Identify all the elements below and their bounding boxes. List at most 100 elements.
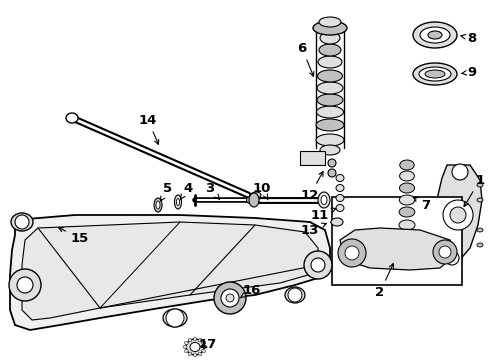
Ellipse shape [194, 353, 196, 357]
Ellipse shape [318, 70, 343, 82]
Ellipse shape [188, 338, 192, 342]
Ellipse shape [318, 56, 342, 68]
Ellipse shape [399, 195, 415, 205]
Ellipse shape [154, 198, 162, 212]
Text: 17: 17 [199, 338, 217, 351]
Text: 9: 9 [462, 66, 477, 78]
Ellipse shape [399, 207, 415, 217]
Text: 6: 6 [297, 41, 314, 76]
Circle shape [226, 294, 234, 302]
Circle shape [17, 277, 33, 293]
Circle shape [9, 269, 41, 301]
Ellipse shape [320, 145, 340, 155]
Text: 4: 4 [180, 181, 193, 200]
Circle shape [445, 251, 459, 265]
Text: 11: 11 [311, 208, 336, 221]
Ellipse shape [183, 346, 187, 348]
Ellipse shape [246, 197, 253, 203]
Ellipse shape [477, 228, 483, 232]
Text: 2: 2 [375, 264, 393, 298]
Circle shape [338, 239, 366, 267]
Ellipse shape [317, 82, 343, 94]
Circle shape [288, 288, 302, 302]
Circle shape [15, 215, 29, 229]
Polygon shape [340, 228, 455, 270]
Ellipse shape [184, 341, 188, 345]
Text: 3: 3 [205, 181, 220, 199]
Ellipse shape [477, 243, 483, 247]
Ellipse shape [202, 341, 205, 345]
Text: 14: 14 [139, 113, 159, 144]
Circle shape [439, 246, 451, 258]
Circle shape [166, 309, 184, 327]
Bar [300, 151, 325, 165]
Ellipse shape [336, 185, 344, 192]
Circle shape [452, 164, 468, 180]
Circle shape [221, 289, 239, 307]
Circle shape [345, 246, 359, 260]
Ellipse shape [413, 63, 457, 85]
Ellipse shape [331, 218, 343, 226]
Ellipse shape [428, 31, 442, 39]
Text: 1: 1 [464, 174, 485, 207]
Circle shape [311, 258, 325, 272]
Ellipse shape [336, 204, 344, 212]
Ellipse shape [321, 195, 327, 204]
Ellipse shape [399, 220, 415, 230]
Ellipse shape [319, 17, 341, 27]
Circle shape [304, 251, 332, 279]
Ellipse shape [188, 352, 192, 356]
Ellipse shape [198, 352, 202, 356]
Text: 15: 15 [59, 228, 89, 244]
Ellipse shape [413, 22, 457, 48]
Polygon shape [22, 222, 318, 320]
Ellipse shape [419, 67, 451, 81]
Ellipse shape [163, 309, 187, 327]
Ellipse shape [190, 342, 200, 351]
Text: 10: 10 [253, 181, 271, 200]
Ellipse shape [328, 169, 336, 177]
Ellipse shape [477, 198, 483, 202]
Text: 7: 7 [414, 197, 431, 212]
Ellipse shape [285, 287, 305, 303]
Ellipse shape [320, 32, 340, 44]
Ellipse shape [156, 201, 160, 209]
Ellipse shape [176, 198, 179, 206]
Ellipse shape [318, 192, 330, 208]
Ellipse shape [251, 192, 261, 198]
Bar [332, 197, 462, 285]
Ellipse shape [194, 337, 196, 341]
Ellipse shape [184, 349, 188, 353]
Ellipse shape [316, 119, 344, 131]
Ellipse shape [400, 160, 414, 170]
Text: 5: 5 [161, 181, 172, 201]
Ellipse shape [425, 70, 445, 78]
Ellipse shape [11, 213, 33, 231]
Ellipse shape [66, 113, 78, 123]
Ellipse shape [317, 106, 343, 118]
Ellipse shape [174, 195, 181, 209]
Ellipse shape [313, 21, 347, 35]
Ellipse shape [336, 194, 344, 202]
Ellipse shape [477, 183, 483, 187]
Circle shape [450, 207, 466, 223]
Text: 13: 13 [301, 223, 326, 237]
Ellipse shape [400, 171, 415, 181]
Circle shape [443, 200, 473, 230]
Polygon shape [10, 215, 330, 330]
Ellipse shape [186, 339, 204, 355]
Text: 16: 16 [240, 284, 261, 298]
Ellipse shape [399, 183, 415, 193]
Ellipse shape [198, 338, 202, 342]
Ellipse shape [249, 193, 259, 207]
Text: 8: 8 [461, 32, 477, 45]
Circle shape [433, 240, 457, 264]
Ellipse shape [328, 159, 336, 167]
Ellipse shape [336, 175, 344, 181]
Polygon shape [432, 165, 482, 268]
Ellipse shape [202, 349, 205, 353]
Ellipse shape [317, 94, 343, 106]
Ellipse shape [316, 134, 344, 146]
Text: 12: 12 [301, 171, 323, 202]
Circle shape [214, 282, 246, 314]
